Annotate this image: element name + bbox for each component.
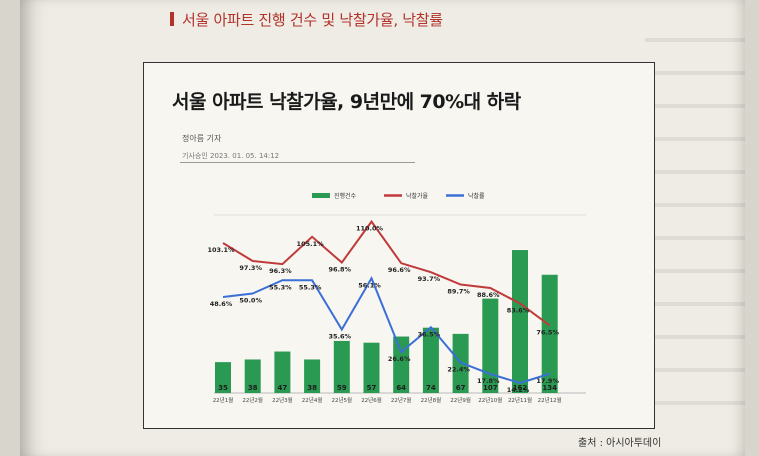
success-data-label: 56.1% [358, 281, 381, 289]
bar [422, 327, 439, 393]
success-data-label: 35.6% [329, 333, 352, 341]
rate-data-label: 97.3% [239, 264, 262, 272]
x-tick-label: 22년12월 [538, 396, 562, 404]
bar [482, 298, 499, 393]
article-reporter: 정아름 기자 [182, 134, 222, 143]
bar-data-label: 67 [456, 384, 466, 392]
legend-label: 진행건수 [334, 192, 357, 200]
x-tick-label: 22년5월 [331, 396, 352, 404]
success-data-label: 55.3% [269, 283, 292, 291]
bar-data-label: 162 [513, 384, 528, 392]
legend-swatch-bar [312, 193, 330, 198]
x-tick-label: 22년9월 [450, 396, 471, 404]
section-title: 서울 아파트 진행 건수 및 낙찰가율, 낙찰률 [170, 9, 443, 30]
bar [244, 359, 261, 393]
combo-chart: 진행건수 낙찰가율 낙찰률 35 38 47 38 59 57 64 74 67 107 162 134 22… [207, 192, 586, 404]
bar [274, 351, 291, 393]
success-data-label: 26.6% [388, 355, 411, 363]
bar [304, 359, 321, 393]
x-tick-label: 22년7월 [391, 396, 412, 404]
x-tick-label: 22년10월 [478, 396, 502, 404]
bar [393, 336, 410, 393]
background-body-text [645, 20, 745, 420]
success-data-label: 55.3% [299, 283, 322, 291]
bar [363, 342, 380, 393]
x-tick-label: 22년8월 [421, 396, 442, 404]
rate-data-label: 76.5% [536, 328, 559, 336]
rate-line [222, 219, 551, 327]
bar-data-label: 35 [218, 384, 228, 392]
bar-data-label: 134 [542, 384, 557, 392]
success-data-label: 36.5% [418, 330, 441, 338]
rate-data-label: 96.8% [329, 266, 352, 274]
bar [333, 340, 350, 393]
article-card: 서울 아파트 낙찰가율, 9년만에 70%대 하락 정아름 기자 기사승인 20… [143, 62, 655, 429]
legend-label: 낙찰가율 [406, 192, 429, 200]
section-marker [170, 12, 174, 26]
success-data-label: 17.8% [477, 377, 500, 385]
rate-data-label: 88.6% [477, 291, 500, 299]
bar-data-label: 59 [337, 384, 347, 392]
x-tick-label: 22년1월 [213, 396, 234, 404]
rate-data-label: 96.3% [269, 267, 292, 275]
rate-data-label: 103.1% [207, 246, 235, 254]
legend-label: 낙찰률 [468, 192, 485, 200]
x-tick-label: 22년4월 [302, 396, 323, 404]
rate-data-label: 83.6% [507, 306, 530, 314]
success-data-label: 50.0% [239, 297, 262, 305]
article-headline: 서울 아파트 낙찰가율, 9년만에 70%대 하락 [172, 91, 521, 113]
success-data-label: 14.2% [507, 386, 530, 394]
success-line [222, 275, 550, 385]
section-title-text: 서울 아파트 진행 건수 및 낙찰가율, 낙찰률 [182, 11, 443, 29]
x-tick-label: 22년11월 [508, 396, 532, 404]
x-tick-label: 22년6월 [361, 396, 382, 404]
divider [180, 162, 415, 163]
bar-data-label: 107 [483, 384, 498, 392]
rate-data-label: 93.7% [418, 275, 441, 283]
success-data-label: 48.6% [210, 300, 233, 308]
bar-data-label: 57 [367, 384, 377, 392]
rate-data-label: 96.6% [388, 266, 411, 274]
rate-data-label: 89.7% [447, 288, 470, 296]
success-data-label: 17.9% [536, 377, 559, 385]
bar-data-label: 74 [426, 384, 436, 392]
success-data-label: 22.4% [447, 366, 470, 374]
bar-data-label: 38 [248, 384, 258, 392]
article-approved-date: 기사승인 2023. 01. 05. 14:12 [182, 152, 280, 160]
bar [512, 250, 528, 393]
rate-data-label: 105.1% [297, 240, 325, 248]
bar-data-label: 47 [278, 384, 288, 392]
source-credit: 출처 : 아시아투데이 [578, 438, 662, 449]
bar-data-label: 38 [307, 384, 317, 392]
x-tick-label: 22년2월 [242, 396, 263, 404]
bar-data-label: 64 [396, 384, 406, 392]
rate-data-label: 110.0% [356, 225, 384, 233]
bar [215, 362, 231, 393]
bar [541, 274, 558, 393]
x-tick-label: 22년3월 [272, 396, 293, 404]
